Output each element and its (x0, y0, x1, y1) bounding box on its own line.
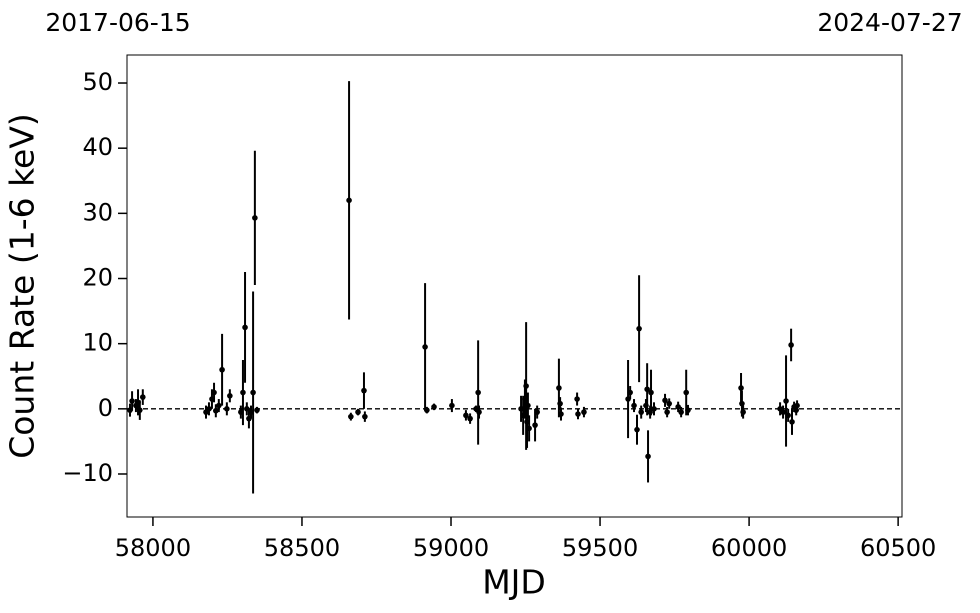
data-point (242, 324, 248, 331)
top-label: 2017-06-15 (45, 8, 190, 37)
data-point (678, 409, 684, 415)
data-point (467, 415, 473, 422)
data-point (422, 344, 428, 350)
data-point (738, 385, 744, 391)
data-point (534, 409, 540, 415)
y-axis-label: Count Rate (1-6 keV) (3, 113, 42, 459)
y-tick-label: 10 (82, 329, 113, 357)
data-point (627, 389, 633, 396)
data-point (348, 413, 354, 420)
data-point (683, 389, 689, 396)
data-point (645, 453, 651, 460)
data-point (685, 407, 691, 413)
data-point (206, 406, 212, 412)
data-point (213, 407, 219, 414)
data-point (137, 407, 143, 413)
data-point (355, 409, 361, 415)
data-point (788, 342, 794, 348)
data-point (648, 389, 654, 396)
data-point (240, 389, 246, 396)
data-point (644, 386, 650, 393)
x-tick-label: 59500 (562, 534, 638, 562)
y-tick-label: 20 (82, 264, 113, 292)
data-point (662, 397, 668, 404)
data-point (581, 409, 587, 415)
data-point (250, 389, 256, 396)
data-point (651, 406, 657, 412)
data-point (557, 400, 563, 407)
data-point (346, 197, 352, 204)
data-point (789, 419, 795, 425)
plot-frame (126, 54, 903, 518)
data-point (780, 409, 786, 415)
data-point (216, 402, 222, 409)
data-point (211, 389, 217, 396)
data-point (463, 412, 469, 419)
data-point (476, 409, 482, 415)
x-tick-label: 58000 (115, 534, 191, 562)
x-tick-label: 59000 (413, 534, 489, 562)
data-point (783, 398, 789, 404)
data-point (664, 409, 670, 415)
data-point (794, 402, 800, 409)
x-axis-label: MJD (482, 563, 546, 602)
data-point (129, 398, 135, 404)
data-point (532, 422, 538, 428)
data-point (675, 404, 681, 410)
data-point (785, 412, 791, 419)
data-point (558, 411, 564, 417)
data-point (523, 383, 529, 389)
data-point (219, 366, 225, 373)
data-point (666, 400, 673, 407)
data-point (254, 407, 260, 413)
data-point (227, 392, 233, 399)
y-tick-label: −10 (62, 459, 113, 487)
data-point (634, 426, 640, 433)
data-point (361, 387, 367, 394)
data-point (526, 425, 532, 432)
y-tick-label: 30 (82, 198, 113, 226)
data-point (631, 402, 637, 409)
data-point (556, 385, 562, 391)
top-label: 2024-07-27 (817, 8, 962, 37)
data-point (575, 411, 581, 417)
data-point (362, 413, 368, 420)
data-point (739, 400, 745, 407)
data-point (636, 325, 642, 332)
x-tick-label: 60500 (860, 534, 936, 562)
data-point (574, 396, 580, 402)
data-point (740, 409, 746, 415)
x-tick-label: 58500 (264, 534, 340, 562)
data-point (431, 404, 437, 410)
y-tick-label: 50 (82, 68, 113, 96)
data-point (252, 215, 258, 221)
data-point (224, 406, 230, 412)
y-tick-label: 40 (82, 133, 113, 161)
data-point (525, 402, 531, 409)
x-tick-label: 60000 (711, 534, 787, 562)
data-point (139, 394, 146, 400)
data-point (449, 402, 455, 409)
data-point (475, 389, 481, 396)
y-tick-label: 0 (98, 394, 113, 422)
data-point (638, 409, 644, 415)
data-point (424, 407, 430, 413)
